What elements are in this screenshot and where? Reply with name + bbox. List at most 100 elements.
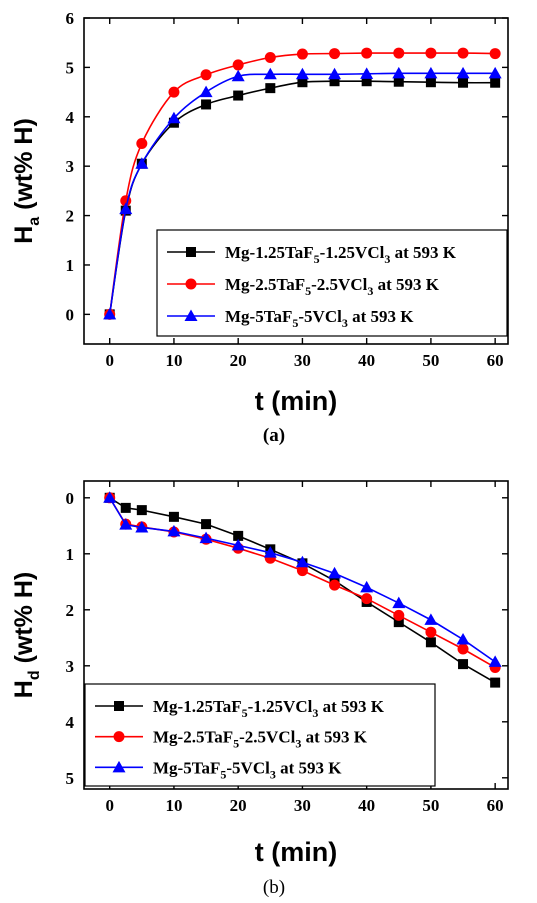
y-axis-label-subscript: a: [26, 217, 43, 226]
legend-marker: [112, 760, 126, 773]
y-tick-label: 1: [66, 256, 75, 275]
legend-label-part: at 593 K: [373, 275, 439, 294]
legend-marker: [113, 731, 125, 743]
data-point: [265, 83, 276, 94]
legend-box: [84, 683, 436, 787]
y-tick-label: 3: [66, 157, 75, 176]
data-point: [201, 99, 212, 110]
data-point: [263, 546, 277, 558]
series-2: [104, 492, 501, 673]
y-tick-label: 3: [66, 657, 75, 676]
data-point: [135, 157, 149, 169]
legend-label-subscript: 3: [367, 284, 373, 298]
series-3: [103, 66, 502, 320]
panel-label: (a): [263, 425, 285, 446]
x-tick-label: 10: [165, 796, 182, 815]
data-point: [199, 85, 213, 98]
y-axis-label-main: H: [10, 680, 38, 698]
legend-label-subscript: 3: [342, 316, 348, 330]
legend-label-subscript: 5: [305, 284, 311, 298]
data-point: [328, 67, 342, 80]
series-line: [109, 497, 496, 684]
data-point: [199, 531, 213, 544]
y-tick-label: 1: [66, 545, 75, 564]
data-point: [167, 111, 181, 124]
legend-label-subscript: 3: [312, 706, 318, 720]
chart-panel-b: 0 10 20 30 40 50 60 0 1 2 3 4 5 t (min) Hd (wt% H) (b) M…: [10, 480, 509, 898]
data-point: [457, 643, 469, 655]
data-point: [167, 524, 181, 537]
data-point: [457, 47, 469, 59]
data-point: [361, 47, 373, 59]
data-point: [328, 566, 342, 579]
legend-marker: [114, 701, 124, 711]
x-tick-label: 50: [422, 796, 439, 815]
x-tick-label: 0: [105, 351, 114, 370]
data-point: [490, 677, 501, 688]
data-point: [119, 518, 133, 530]
data-point: [361, 76, 372, 87]
data-point: [488, 66, 502, 79]
series-3: [103, 491, 502, 667]
legend-label-subscript: 5: [233, 737, 239, 751]
legend-label-part: Mg-5TaF: [225, 307, 292, 326]
legend-label-part: -2.5VCl: [239, 728, 295, 747]
data-point: [295, 555, 309, 568]
data-point: [103, 307, 117, 320]
x-tick-label: 30: [294, 796, 311, 815]
legend-marker: [184, 309, 198, 321]
data-point: [393, 76, 404, 87]
data-point: [425, 77, 436, 88]
series-line: [109, 497, 496, 663]
data-point: [425, 626, 437, 638]
data-point: [200, 69, 212, 81]
data-point: [392, 596, 406, 609]
data-point: [264, 52, 276, 64]
panel-label: (b): [263, 877, 285, 898]
legend-label-part: at 593 K: [318, 697, 384, 716]
data-point: [295, 67, 309, 80]
data-point: [424, 613, 438, 625]
data-point: [120, 502, 131, 513]
y-tick-label: 5: [66, 769, 75, 788]
series-2: [104, 47, 501, 320]
legend-label: Mg-5TaF5-5VCl3 at 593 K: [153, 758, 342, 781]
legend-label-subscript: 5: [292, 316, 298, 330]
x-axis-label: t (min): [255, 386, 337, 416]
data-point: [392, 66, 406, 79]
y-axis-label-units: (wt% H): [10, 118, 38, 217]
legend-label-part: at 593 K: [301, 728, 367, 747]
series-line: [109, 497, 496, 669]
legend-label-subscript: 3: [295, 737, 301, 751]
data-point: [168, 511, 179, 522]
legend-label: Mg-1.25TaF5-1.25VCl3 at 593 K: [153, 697, 385, 720]
data-point: [329, 579, 341, 591]
data-point: [233, 530, 244, 541]
legend-label-subscript: 3: [270, 767, 276, 781]
legend-marker: [185, 278, 197, 290]
series-1: [104, 492, 501, 688]
legend-label: Mg-1.25TaF5-1.25VCl3 at 593 K: [225, 243, 457, 266]
y-axis-label-subscript: d: [26, 670, 43, 680]
y-tick-label: 0: [66, 305, 75, 324]
data-point: [393, 47, 405, 59]
data-point: [361, 593, 373, 605]
legend-label-subscript: 3: [384, 252, 390, 266]
y-tick-label: 2: [66, 207, 75, 226]
data-point: [425, 637, 436, 648]
data-point: [296, 48, 308, 60]
data-point: [360, 580, 374, 593]
plot-frame: [83, 17, 509, 345]
data-point: [263, 67, 277, 80]
legend-label-subscript: 5: [314, 252, 320, 266]
data-point: [393, 617, 404, 628]
data-point: [201, 519, 212, 530]
x-tick-label: 10: [165, 351, 182, 370]
chart-panel-a: 0 10 20 30 40 50 60 0 1 2 3 4 5 6 t (min) Ha (wt% H) (a)…: [10, 9, 509, 446]
data-point: [456, 632, 470, 645]
y-tick-label: 5: [66, 58, 75, 77]
legend-label: Mg-2.5TaF5-2.5VCl3 at 593 K: [225, 275, 440, 298]
legend-label-subscript: 5: [242, 706, 248, 720]
data-point: [360, 67, 374, 79]
